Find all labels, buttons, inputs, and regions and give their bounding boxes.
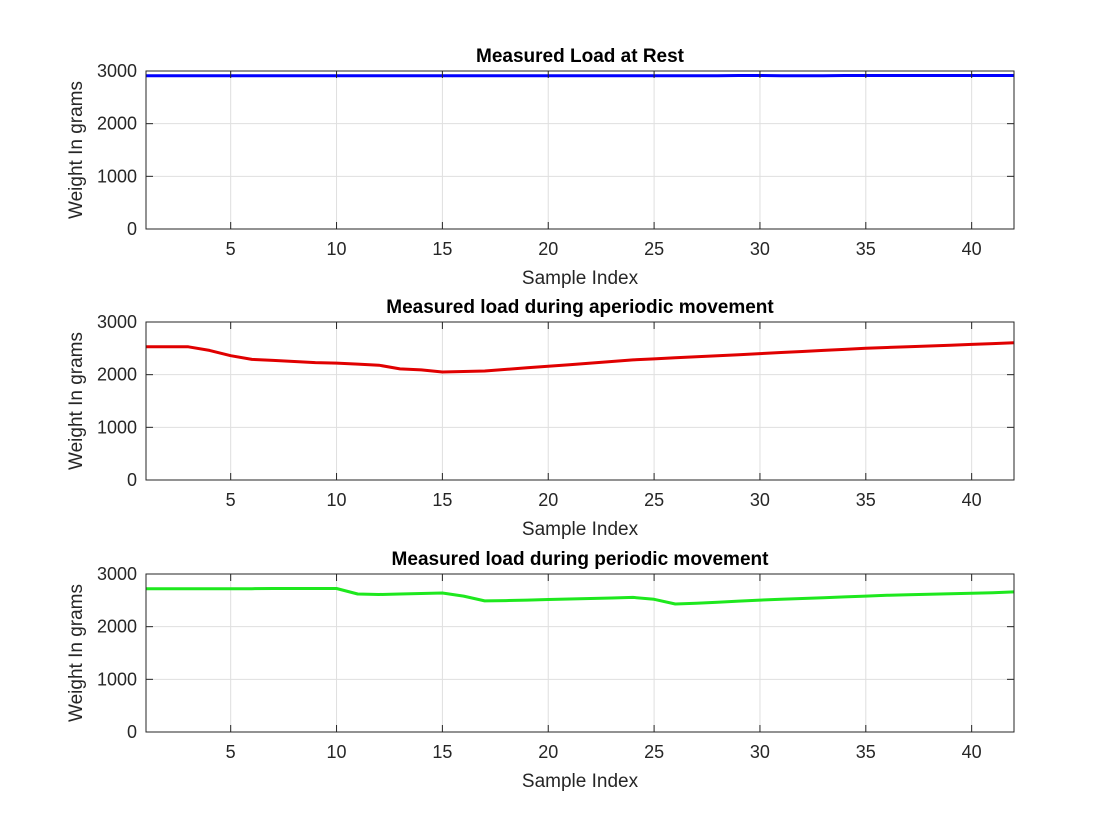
x-tick-label: 10 (327, 490, 347, 510)
y-tick-label: 1000 (97, 166, 137, 186)
x-axis-label: Sample Index (522, 519, 639, 540)
x-tick-label: 10 (327, 742, 347, 762)
chart-title: Measured Load at Rest (476, 46, 685, 67)
x-tick-label: 40 (962, 239, 982, 259)
series-line-1 (146, 341, 1015, 374)
x-tick-label: 15 (432, 239, 452, 259)
y-tick-label: 2000 (97, 114, 137, 134)
x-tick-label: 35 (856, 742, 876, 762)
x-tick-label: 20 (538, 239, 558, 259)
x-tick-label: 20 (538, 490, 558, 510)
axes-frame (145, 70, 1015, 230)
x-tick-label: 5 (226, 490, 236, 510)
x-tick-label: 30 (750, 742, 770, 762)
x-axis-label: Sample Index (522, 268, 639, 289)
plot-area (146, 71, 1014, 229)
axes-frame (145, 321, 1015, 481)
axes-frame (145, 573, 1015, 733)
x-tick-label: 5 (226, 239, 236, 259)
x-tick-label: 25 (644, 742, 664, 762)
x-axis-label: Sample Index (522, 771, 639, 792)
x-tick-label: 25 (644, 490, 664, 510)
x-tick-label: 5 (226, 742, 236, 762)
plot-area (146, 574, 1014, 732)
y-tick-label: 2000 (97, 365, 137, 385)
chart-panel-1: 5 10 15 20 25 30 35 40 0 1000 2000 3000 Measured Loa… (66, 46, 1015, 289)
x-tick-label: 30 (750, 490, 770, 510)
plot-area (146, 322, 1014, 480)
x-tick-label: 35 (856, 239, 876, 259)
y-tick-label: 3000 (97, 61, 137, 81)
y-tick-label: 3000 (97, 564, 137, 584)
y-tick-label: 2000 (97, 617, 137, 637)
y-axis-label: Weight In grams (66, 81, 87, 219)
series-line-1 (146, 587, 1015, 606)
y-tick-label: 1000 (97, 669, 137, 689)
y-tick-label: 0 (127, 219, 137, 239)
x-tick-label: 35 (856, 490, 876, 510)
x-tick-label: 40 (962, 742, 982, 762)
x-tick-label: 30 (750, 239, 770, 259)
chart-title: Measured load during periodic movement (392, 549, 770, 570)
chart-panel-3: 5 10 15 20 25 30 35 40 0 1000 2000 3000 Measured loa… (66, 549, 1015, 792)
y-tick-label: 3000 (97, 312, 137, 332)
x-tick-label: 40 (962, 490, 982, 510)
x-tick-label: 20 (538, 742, 558, 762)
x-tick-label: 10 (327, 239, 347, 259)
y-tick-label: 1000 (97, 417, 137, 437)
y-axis-label: Weight In grams (66, 332, 87, 470)
x-tick-label: 15 (432, 742, 452, 762)
chart-panel-2: 5 10 15 20 25 30 35 40 0 1000 2000 3000 Measured loa… (66, 297, 1015, 540)
chart-title: Measured load during aperiodic movement (386, 297, 774, 318)
x-tick-label: 25 (644, 239, 664, 259)
y-axis-label: Weight In grams (66, 584, 87, 722)
x-tick-label: 15 (432, 490, 452, 510)
y-tick-label: 0 (127, 470, 137, 490)
y-tick-label: 0 (127, 722, 137, 742)
